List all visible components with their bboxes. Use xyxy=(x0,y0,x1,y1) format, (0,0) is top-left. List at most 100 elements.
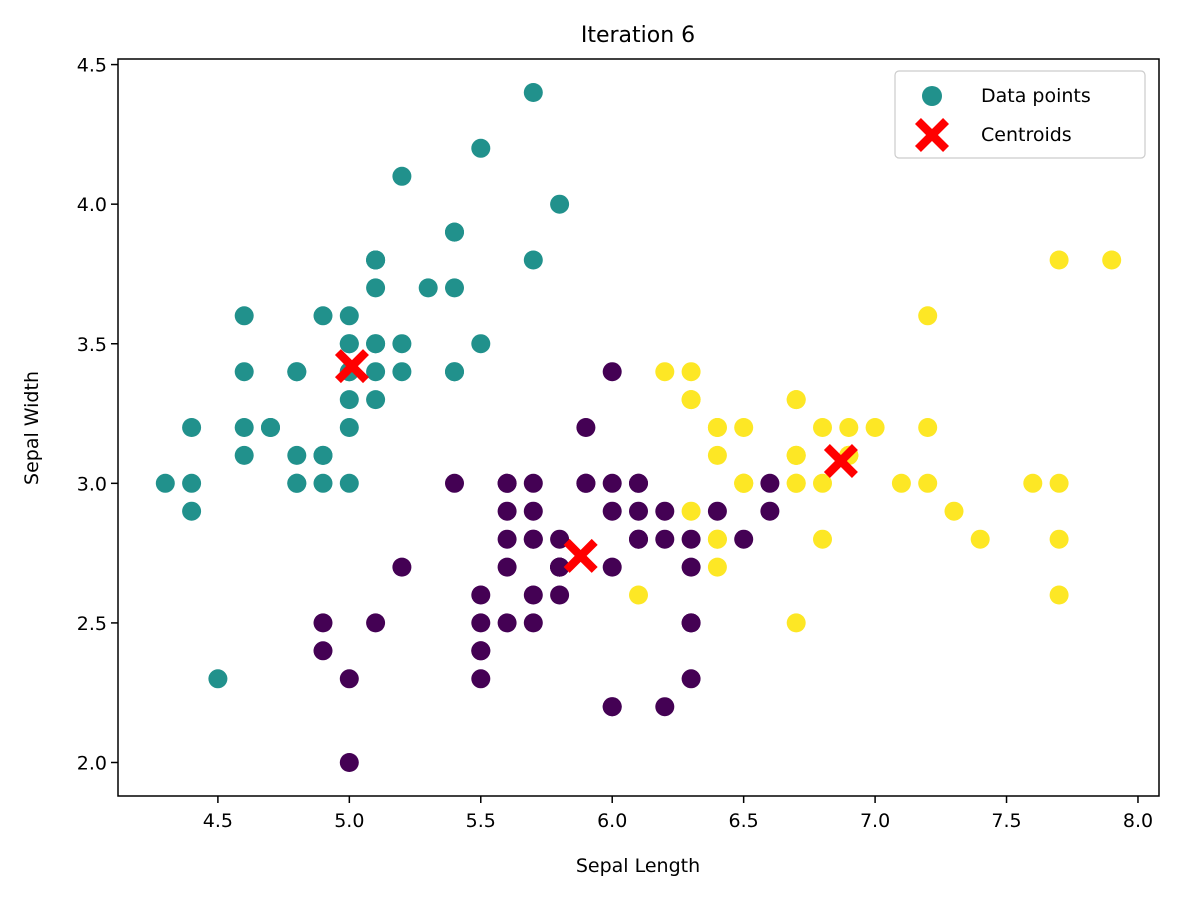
data-point xyxy=(813,529,832,549)
x-axis-ticks: 4.5 5.0 5.5 6.0 6.5 7.0 7.5 8.0 xyxy=(203,796,1153,832)
data-point xyxy=(707,529,727,549)
data-point xyxy=(813,473,832,493)
data-point xyxy=(445,278,464,298)
data-point xyxy=(602,557,622,577)
x-tick-label: 7.5 xyxy=(991,810,1021,832)
data-point xyxy=(523,83,543,102)
y-tick-label: 4.5 xyxy=(77,55,107,77)
data-point xyxy=(629,585,648,605)
legend-centroids-label: Centroids xyxy=(981,124,1072,146)
data-point xyxy=(182,418,202,437)
data-point xyxy=(339,473,359,493)
data-point xyxy=(234,362,254,382)
data-point xyxy=(234,418,254,437)
x-tick-label: 4.5 xyxy=(203,810,233,832)
data-point xyxy=(734,529,754,549)
data-point xyxy=(602,501,622,521)
x-tick-label: 5.0 xyxy=(334,810,364,832)
data-point xyxy=(944,501,964,521)
x-tick-label: 7.0 xyxy=(860,810,890,832)
data-point xyxy=(366,390,386,410)
data-points-layer xyxy=(155,83,1122,772)
data-point xyxy=(865,418,885,437)
data-point xyxy=(471,669,491,689)
legend-data-points-marker xyxy=(922,86,942,106)
centroid-marker xyxy=(823,444,858,478)
data-point xyxy=(471,613,491,633)
data-point xyxy=(445,473,464,493)
data-point xyxy=(339,418,359,437)
x-tick-label: 5.5 xyxy=(466,810,496,832)
data-point xyxy=(287,473,307,493)
y-axis-label: Sepal Width xyxy=(21,371,43,485)
legend-centroids-marker xyxy=(915,118,949,152)
y-tick-label: 2.0 xyxy=(77,753,107,775)
data-point xyxy=(287,445,307,465)
chart-title: Iteration 6 xyxy=(581,23,695,48)
y-axis-ticks: 2.0 2.5 3.0 3.5 4.0 4.5 xyxy=(77,55,118,775)
centroid-marker xyxy=(563,538,598,573)
data-point xyxy=(523,250,543,270)
data-point xyxy=(786,473,806,493)
data-point xyxy=(523,473,543,493)
x-tick-label: 8.0 xyxy=(1123,810,1153,832)
data-point xyxy=(392,557,412,577)
data-point xyxy=(261,418,280,437)
data-point xyxy=(339,334,359,354)
data-point xyxy=(655,501,675,521)
legend-x-glyph xyxy=(915,118,949,152)
data-point xyxy=(366,250,386,270)
data-point xyxy=(523,501,543,521)
data-point xyxy=(576,473,596,493)
data-point xyxy=(1102,250,1122,270)
data-point xyxy=(786,390,806,410)
data-point xyxy=(681,557,701,577)
data-point xyxy=(339,753,359,772)
data-point xyxy=(1049,473,1069,493)
data-point xyxy=(445,362,464,382)
data-point xyxy=(681,362,701,382)
data-point xyxy=(366,362,386,382)
centroid-marker xyxy=(334,349,369,384)
data-point xyxy=(339,390,359,410)
data-point xyxy=(786,445,806,465)
y-tick-label: 2.5 xyxy=(77,613,107,635)
legend: Data points Centroids xyxy=(894,70,1146,159)
data-point xyxy=(918,418,938,437)
data-point xyxy=(681,669,701,689)
data-point xyxy=(707,418,727,437)
data-point xyxy=(208,669,228,689)
plot-area-frame xyxy=(117,58,1160,797)
data-point xyxy=(655,529,675,549)
data-point xyxy=(287,362,307,382)
data-point xyxy=(629,529,648,549)
data-point xyxy=(602,473,622,493)
data-point xyxy=(313,613,333,633)
centroids-layer xyxy=(334,349,858,573)
data-point xyxy=(839,418,859,437)
data-point xyxy=(497,613,517,633)
data-point xyxy=(734,418,754,437)
data-point xyxy=(681,529,701,549)
data-point xyxy=(707,557,727,577)
data-point xyxy=(418,278,438,298)
data-point xyxy=(497,529,517,549)
data-point xyxy=(471,641,491,661)
y-tick-label: 4.0 xyxy=(77,194,107,216)
data-point xyxy=(471,585,491,605)
data-point xyxy=(313,445,333,465)
data-point xyxy=(707,501,727,521)
data-point xyxy=(550,585,570,605)
data-point xyxy=(471,334,491,354)
data-point xyxy=(366,613,386,633)
data-point xyxy=(1049,250,1069,270)
data-point xyxy=(786,613,806,633)
data-point xyxy=(655,362,675,382)
x-tick-label: 6.5 xyxy=(729,810,759,832)
data-point xyxy=(523,529,543,549)
data-point xyxy=(313,306,333,326)
data-point xyxy=(550,557,570,577)
data-point xyxy=(313,473,333,493)
y-tick-label: 3.5 xyxy=(77,334,107,356)
